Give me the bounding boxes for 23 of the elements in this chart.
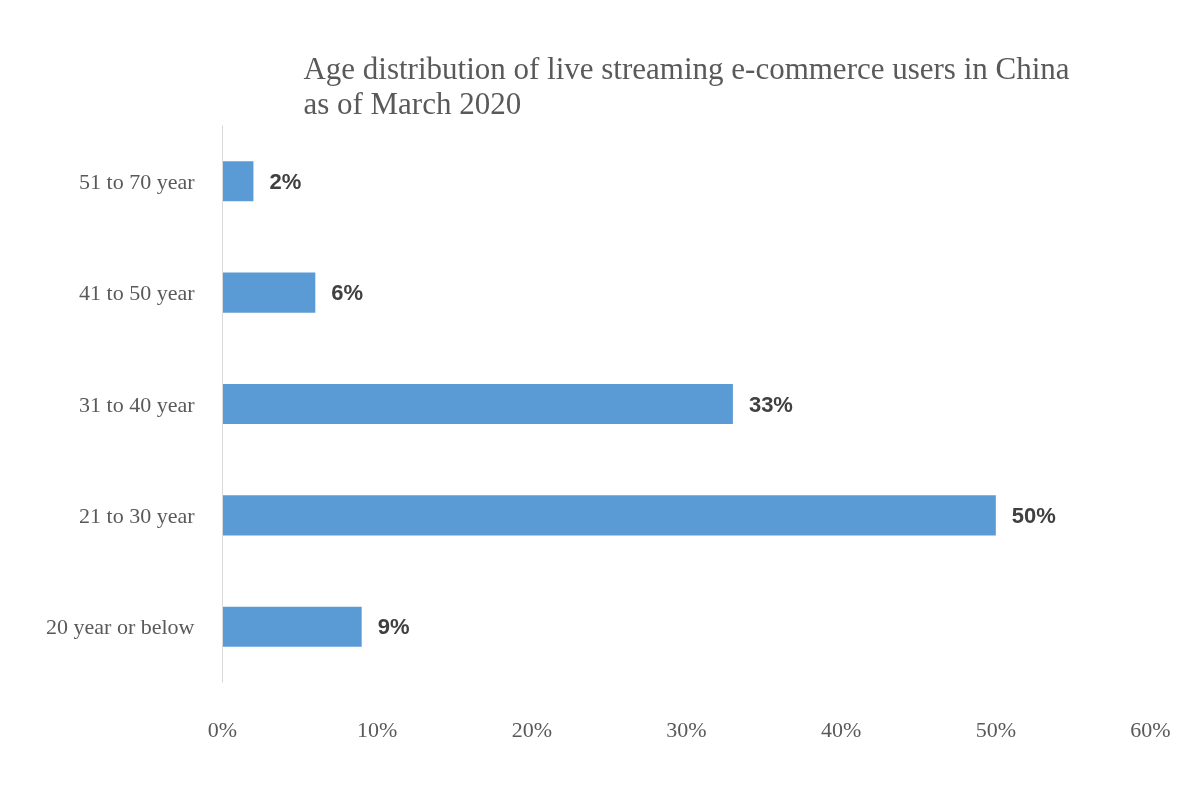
y-tick-label: 51 to 70 year: [79, 168, 196, 194]
x-tick-label: 0%: [207, 716, 238, 742]
x-tick-label: 20%: [511, 716, 552, 742]
x-tick-label: 10%: [357, 716, 398, 742]
x-tick-label: 50%: [975, 716, 1016, 742]
chart-title: Age distribution of live streaming e-commerce users in China as of March 2020: [303, 50, 1070, 121]
y-tick-label: 31 to 40 year: [79, 391, 196, 417]
y-tick-label: 20 year or below: [46, 614, 195, 640]
bar: [222, 161, 254, 202]
data-label: 2%: [269, 168, 302, 194]
data-label: 33%: [748, 391, 793, 417]
data-label: 50%: [1011, 502, 1056, 528]
y-tick-label: 21 to 30 year: [79, 502, 196, 528]
x-tick-label: 40%: [821, 716, 862, 742]
x-tick-label: 30%: [666, 716, 707, 742]
bar: [222, 383, 733, 425]
bar: [222, 606, 362, 647]
bar: [222, 272, 316, 313]
y-tick-label: 41 to 50 year: [79, 280, 196, 306]
data-label: 6%: [331, 280, 364, 306]
x-tick-label: 60%: [1130, 716, 1171, 742]
data-label: 9%: [377, 614, 410, 640]
bar: [222, 495, 996, 536]
